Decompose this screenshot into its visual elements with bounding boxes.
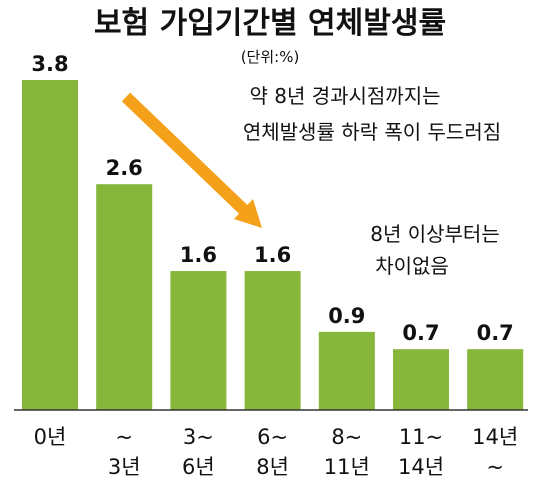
x-tick-label-6-line-2: ~ — [486, 455, 504, 479]
x-tick-label-1-line-1: ~ — [115, 425, 133, 449]
x-tick-label-2-line-2: 6년 — [182, 455, 215, 479]
x-tick-label-4-line-1: 8~ — [331, 425, 362, 449]
value-labels-group: 3.8 2.6 1.6 1.6 0.9 0.7 0.7 — [31, 52, 513, 345]
annotation-1-line-1: 약 8년 경과시점까지는 — [249, 84, 440, 108]
trend-arrow-shaft — [121, 92, 251, 217]
value-label-3: 1.6 — [254, 243, 291, 267]
x-tick-label-2-line-1: 3~ — [183, 425, 214, 449]
bar-3 — [244, 271, 301, 410]
annotation-2-line-1: 8년 이상부터는 — [370, 222, 499, 246]
value-label-0: 3.8 — [31, 52, 68, 76]
trend-arrow-head — [234, 199, 262, 228]
chart-title: 보험 가입기간별 연체발생률 — [94, 6, 446, 41]
annotation-1-line-2: 연체발생률 하락 폭이 두드러짐 — [243, 120, 501, 144]
value-label-4: 0.9 — [328, 304, 365, 328]
bar-2 — [170, 271, 227, 410]
value-label-1: 2.6 — [106, 156, 143, 180]
trend-arrow — [121, 92, 262, 228]
annotation-2: 8년 이상부터는 차이없음 — [370, 222, 499, 278]
bars-group — [22, 80, 524, 410]
x-tick-label-3-line-1: 6~ — [257, 425, 288, 449]
unit-label: (단위:%) — [241, 48, 300, 66]
value-label-6: 0.7 — [477, 321, 514, 345]
x-tick-label-0-line-1: 0년 — [34, 425, 67, 449]
bar-1 — [96, 184, 153, 410]
x-tick-label-5-line-2: 14년 — [398, 455, 444, 479]
x-tick-labels-group: 0년 ~3년 3~ 6년 6~ 8년 8~ 11년 11~ 14년 14년 ~ — [34, 425, 519, 479]
bar-5 — [393, 349, 449, 410]
x-tick-label-4-line-2: 11년 — [324, 455, 370, 479]
annotation-1: 약 8년 경과시점까지는 연체발생률 하락 폭이 두드러짐 — [243, 84, 501, 144]
value-label-2: 1.6 — [180, 243, 217, 267]
bar-0 — [22, 80, 78, 410]
bar-6 — [467, 349, 524, 410]
bar-4 — [318, 331, 375, 410]
x-tick-label-6-line-1: 14년 — [472, 425, 518, 449]
annotation-2-line-2: 차이없음 — [375, 254, 449, 278]
x-tick-label-1-line-2: 3년 — [108, 455, 141, 479]
value-label-5: 0.7 — [402, 321, 439, 345]
x-tick-label-3-line-2: 8년 — [256, 455, 289, 479]
x-tick-label-5-line-1: 11~ — [399, 425, 443, 449]
